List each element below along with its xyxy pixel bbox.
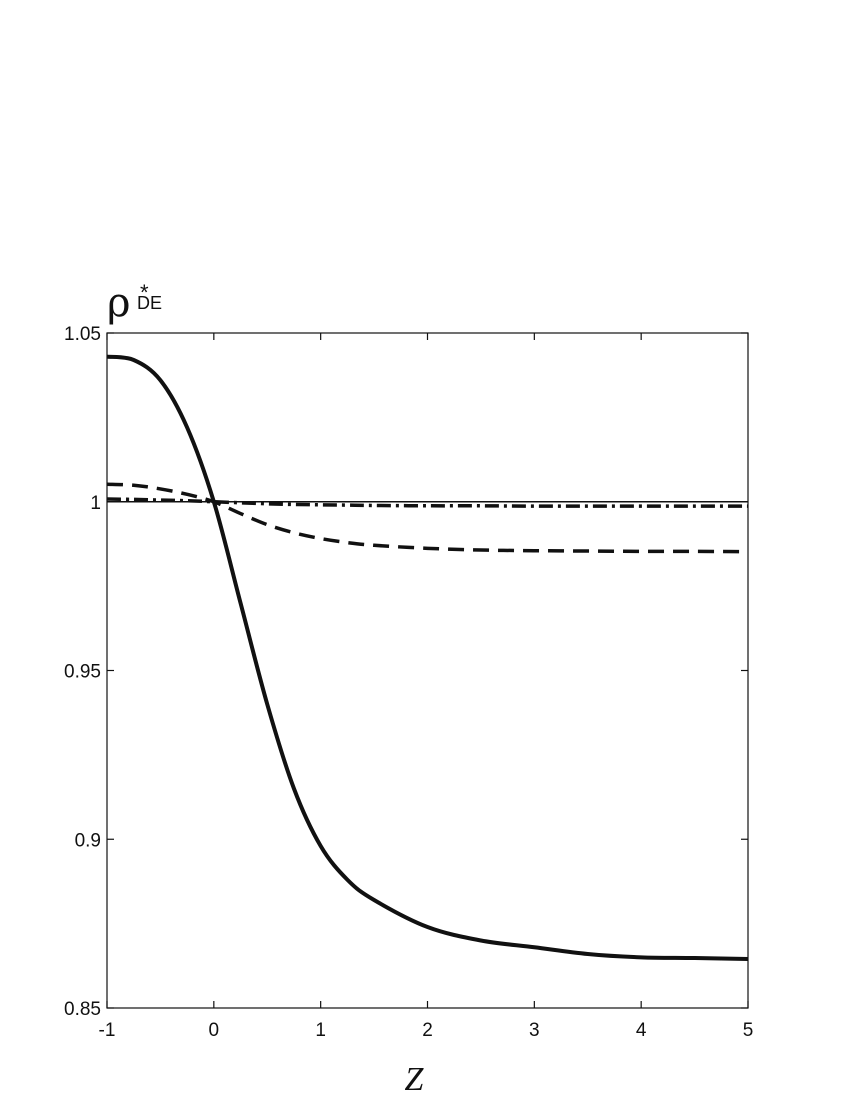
x-tick-label: 3 (529, 1020, 540, 1041)
y-tick-label: 0.85 (64, 999, 101, 1020)
y-tick-label: 1.05 (64, 324, 101, 345)
x-tick-label: 5 (743, 1020, 754, 1041)
y-tick-label: 1 (90, 493, 101, 514)
x-tick-label: -1 (99, 1020, 116, 1041)
x-tick-label: 4 (636, 1020, 647, 1041)
x-tick-label: 1 (315, 1020, 326, 1041)
y-axis-title: ρ (107, 280, 131, 326)
axis-ticks (106, 332, 749, 1009)
y-axis-symbol: ρ (107, 280, 131, 326)
y-axis-subscript: DE (137, 293, 162, 313)
y-tick-label: 0.95 (64, 662, 101, 683)
y-tick-label: 0.9 (75, 830, 101, 851)
series-line-dashed (106, 482, 749, 554)
series-lines (106, 354, 749, 962)
x-tick-label: 2 (422, 1020, 433, 1041)
x-tick-label: 0 (209, 1020, 220, 1041)
series-line-solid-thick (106, 354, 749, 962)
tick-labels: -1 0 1 2 3 4 5 0.85 0.9 0.95 1 1.05 (64, 324, 753, 1041)
plot-frame (106, 332, 749, 1009)
x-axis-title: Z (405, 1061, 425, 1098)
series-line-dash-dot (106, 497, 748, 508)
y-axis-superscript: * (140, 280, 149, 305)
